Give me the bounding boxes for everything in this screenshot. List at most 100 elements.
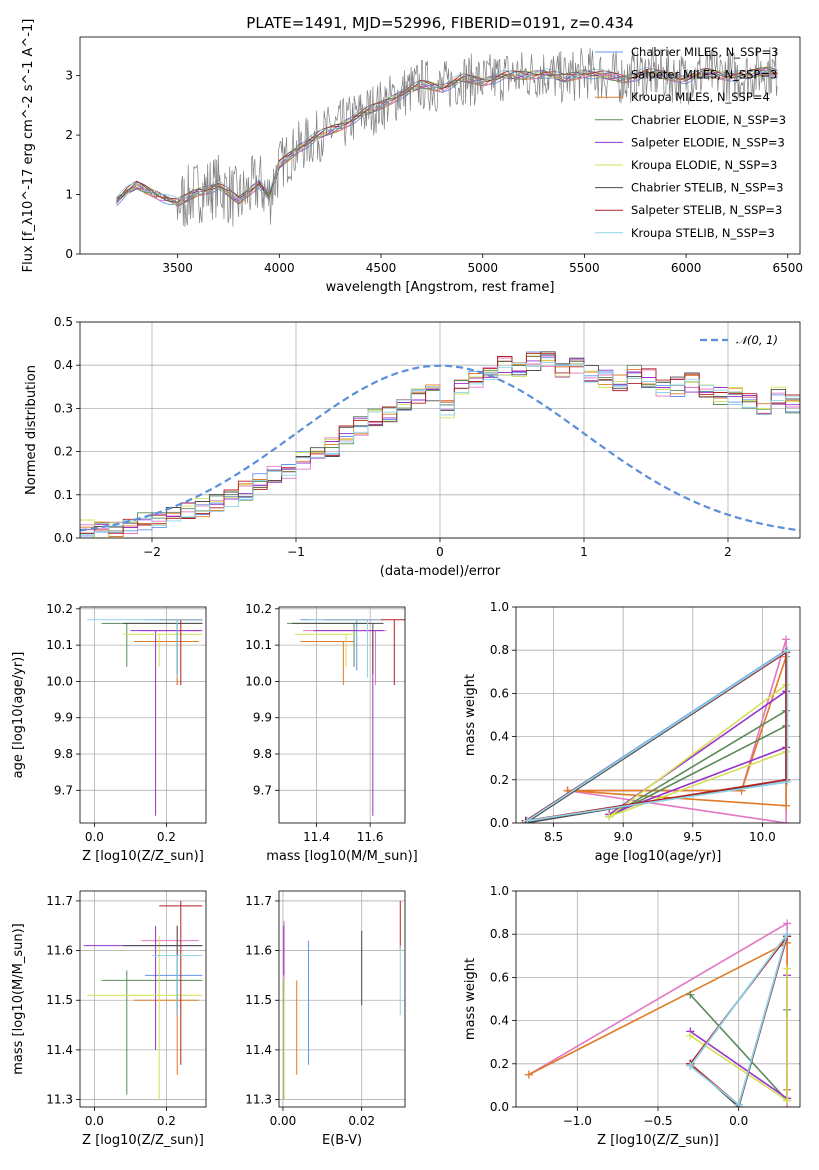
x-tick-label: 0.02 bbox=[348, 1114, 375, 1128]
x-axis-label: mass [log10(M/M_sun)] bbox=[266, 849, 418, 864]
mass-weight-marker bbox=[783, 777, 792, 786]
plot-area-age_vs_mass bbox=[287, 619, 405, 816]
mass-weight-marker bbox=[523, 816, 532, 823]
y-tick-label: 9.9 bbox=[253, 711, 272, 725]
y-tick-label: 9.7 bbox=[253, 783, 272, 797]
panel-age_vs_Z: 0.0 0.2 9.7 9.8 9.9 10.0 10.1 10.2 Z [log10(Z/Z_… bbox=[11, 602, 207, 864]
y-tick-label: 0.0 bbox=[490, 816, 509, 830]
legend-entry: Chabrier STELIB, N_SSP=3 bbox=[631, 181, 783, 195]
y-axis-label: mass weight bbox=[463, 958, 478, 1040]
y-tick-label: 11.3 bbox=[46, 1093, 73, 1107]
y-tick-label: 10.0 bbox=[245, 674, 272, 688]
legend-entry: Kroupa MILES, N_SSP=4 bbox=[631, 90, 770, 104]
y-tick-label: 0.6 bbox=[490, 686, 509, 700]
mass-weight-marker bbox=[782, 801, 791, 810]
y-tick-label: 0.4 bbox=[54, 358, 73, 372]
y-tick-label: 0.2 bbox=[490, 773, 509, 787]
y-tick-label: 0.2 bbox=[490, 1057, 509, 1071]
y-tick-label: 11.5 bbox=[245, 993, 272, 1007]
x-axis-label: wavelength [Angstrom, rest frame] bbox=[326, 280, 555, 295]
mass-weight-marker bbox=[783, 964, 792, 973]
y-axis-label: Normed distribution bbox=[24, 365, 39, 495]
x-axis-label: E(B-V) bbox=[322, 1133, 362, 1148]
axes-frame bbox=[278, 606, 406, 824]
plot-area-spectrum bbox=[116, 46, 778, 227]
panel-mass_vs_Z: 0.0 0.2 11.3 11.4 11.5 11.6 11.7 Z [log10(Z/Z_s… bbox=[11, 890, 207, 1148]
mass-weight-marker bbox=[783, 919, 792, 928]
y-tick-label: 3 bbox=[65, 69, 73, 83]
x-tick-label: 0.2 bbox=[157, 1114, 176, 1128]
y-tick-label: 0 bbox=[65, 247, 73, 261]
y-tick-label: 11.6 bbox=[46, 944, 73, 958]
y-tick-label: 11.5 bbox=[46, 993, 73, 1007]
y-axis-label: mass [log10(M/M_sun)] bbox=[11, 923, 26, 1075]
legend-entry: Salpeter MILES, N_SSP=3 bbox=[631, 68, 777, 82]
y-tick-label: 11.3 bbox=[245, 1093, 272, 1107]
x-axis-label: Z [log10(Z/Z_sun)] bbox=[82, 849, 204, 864]
x-tick-label: 9.0 bbox=[614, 830, 633, 844]
y-tick-label: 10.2 bbox=[245, 602, 272, 616]
mass-weight-marker bbox=[686, 1061, 695, 1070]
legend-entry: Chabrier MILES, N_SSP=3 bbox=[631, 45, 778, 59]
x-tick-label: 6500 bbox=[773, 261, 804, 275]
mass-weight-marker bbox=[605, 812, 614, 821]
mass-weight-line bbox=[526, 648, 789, 822]
x-tick-label: 6000 bbox=[671, 261, 702, 275]
residual-histogram bbox=[80, 362, 800, 535]
mass-weight-marker bbox=[686, 1031, 695, 1040]
y-tick-label: 10.1 bbox=[46, 638, 73, 652]
x-tick-label: 9.5 bbox=[683, 830, 702, 844]
y-tick-label: 0.5 bbox=[54, 315, 73, 329]
axes-frame bbox=[79, 36, 801, 255]
x-tick-label: −0.5 bbox=[643, 1114, 672, 1128]
plot-area-residuals bbox=[80, 351, 800, 538]
x-tick-label: 11.6 bbox=[357, 830, 384, 844]
y-axis-label: Flux [f_λ10^-17 erg cm^-2 s^-1 A^-1] bbox=[21, 19, 36, 273]
mass-weight-marker bbox=[782, 635, 791, 644]
mass-weight-marker bbox=[524, 1070, 533, 1079]
panel-mass_vs_EBV: 0.00 0.02 11.3 11.4 11.5 11.6 11.7 E(B-V) bbox=[245, 890, 406, 1148]
axes-frame bbox=[515, 606, 801, 824]
axes-frame bbox=[515, 890, 801, 1108]
mass-weight-marker bbox=[686, 990, 695, 999]
residual-histogram bbox=[80, 356, 800, 537]
y-tick-label: 9.8 bbox=[54, 747, 73, 761]
y-tick-label: 10.0 bbox=[46, 674, 73, 688]
y-tick-label: 0.8 bbox=[490, 927, 509, 941]
plot-area-weight_vs_age bbox=[521, 635, 792, 823]
x-axis-label: Z [log10(Z/Z_sun)] bbox=[597, 1133, 719, 1148]
mass-weight-marker bbox=[782, 819, 791, 823]
y-tick-label: 11.7 bbox=[46, 894, 73, 908]
mass-weight-marker bbox=[783, 930, 792, 939]
y-tick-label: 0.0 bbox=[54, 531, 73, 545]
y-tick-label: 0.1 bbox=[54, 488, 73, 502]
x-tick-label: 0.00 bbox=[270, 1114, 297, 1128]
mass-weight-marker bbox=[783, 1096, 792, 1105]
x-tick-label: 0.0 bbox=[729, 1114, 748, 1128]
plot-area-mass_vs_Z bbox=[83, 900, 203, 1100]
mass-weight-marker bbox=[734, 1100, 743, 1107]
y-tick-label: 0.6 bbox=[490, 970, 509, 984]
x-tick-label: 1 bbox=[580, 545, 588, 559]
y-tick-label: 1.0 bbox=[490, 600, 509, 614]
x-tick-label: 3500 bbox=[162, 261, 193, 275]
y-tick-label: 11.6 bbox=[245, 944, 272, 958]
y-tick-label: 11.4 bbox=[245, 1043, 272, 1057]
plot-area-weight_vs_Z bbox=[524, 919, 792, 1107]
x-tick-label: −1.0 bbox=[563, 1114, 592, 1128]
x-tick-label: 0.0 bbox=[85, 830, 104, 844]
axes-frame bbox=[79, 321, 801, 539]
panel-age_vs_mass: 11.4 11.6 9.7 9.8 9.9 10.0 10.1 10.2 mass [log10… bbox=[245, 602, 417, 864]
y-tick-label: 11.7 bbox=[245, 894, 272, 908]
x-tick-label: 5000 bbox=[467, 261, 498, 275]
y-tick-label: 0.4 bbox=[490, 1014, 509, 1028]
panel-spectrum: 3500 4000 4500 5000 5500 6000 6500 0 1 2 3 waveleng… bbox=[21, 19, 803, 295]
y-tick-label: 0.3 bbox=[54, 401, 73, 415]
y-tick-label: 0.4 bbox=[490, 730, 509, 744]
x-tick-label: 2 bbox=[724, 545, 732, 559]
y-tick-label: 10.2 bbox=[46, 602, 73, 616]
y-tick-label: 0.8 bbox=[490, 643, 509, 657]
x-tick-label: 11.4 bbox=[303, 830, 330, 844]
y-tick-label: 9.7 bbox=[54, 783, 73, 797]
